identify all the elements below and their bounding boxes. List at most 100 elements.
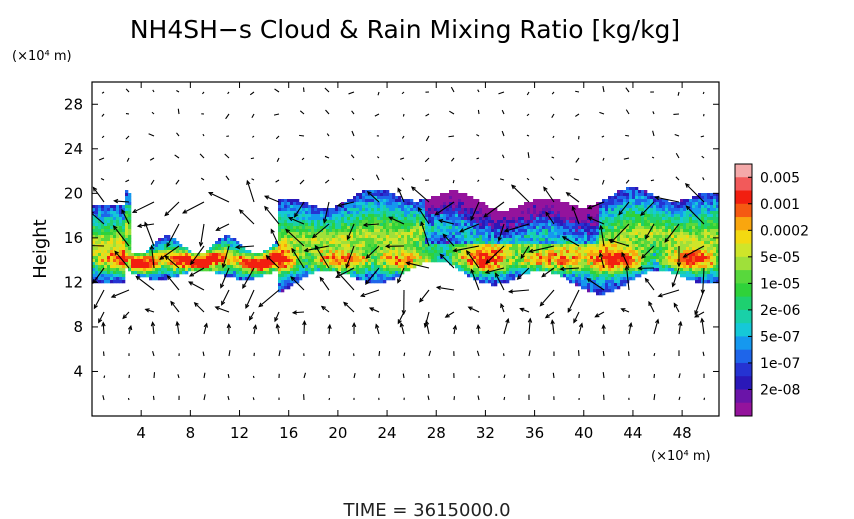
field-cell (413, 229, 417, 233)
field-cell (695, 232, 699, 236)
field-cell (638, 244, 642, 248)
field-cell (401, 259, 405, 263)
field-cell (632, 223, 636, 227)
field-cell (557, 232, 561, 236)
field-cell (443, 199, 447, 203)
field-cell (629, 259, 633, 263)
field-cell (647, 229, 651, 233)
field-cell (386, 256, 390, 260)
field-cell (431, 253, 435, 257)
field-cell (599, 220, 603, 224)
field-cell (401, 268, 405, 272)
field-cell (656, 268, 660, 272)
field-cell (485, 274, 489, 278)
field-cell (512, 235, 516, 239)
field-cell (461, 256, 465, 260)
wind-arrow (411, 186, 430, 203)
field-cell (521, 220, 525, 224)
field-cell (701, 217, 705, 221)
field-cell (356, 199, 360, 203)
field-cell (599, 250, 603, 254)
field-cell (677, 211, 681, 215)
field-cell (98, 271, 102, 275)
field-cell (401, 217, 405, 221)
field-cell (386, 253, 390, 257)
field-cell (641, 205, 645, 209)
field-cell (404, 262, 408, 266)
field-cell (647, 259, 651, 263)
field-cell (386, 223, 390, 227)
field-cell (341, 214, 345, 218)
field-cell (545, 259, 549, 263)
field-cell (374, 238, 378, 242)
field-cell (467, 256, 471, 260)
field-cell (368, 217, 372, 221)
field-cell (569, 229, 573, 233)
field-cell (128, 229, 132, 233)
field-cell (659, 202, 663, 206)
field-cell (440, 238, 444, 242)
field-cell (164, 277, 168, 281)
field-cell (557, 226, 561, 230)
field-cell (686, 250, 690, 254)
field-cell (479, 268, 483, 272)
field-cell (383, 268, 387, 272)
field-cell (584, 280, 588, 284)
field-cell (458, 223, 462, 227)
field-cell (272, 265, 276, 269)
field-cell (386, 277, 390, 281)
field-cell (353, 220, 357, 224)
field-cell (692, 229, 696, 233)
field-cell (212, 247, 216, 251)
field-cell (533, 226, 537, 230)
field-cell (374, 190, 378, 194)
field-cell (467, 253, 471, 257)
field-cell (554, 262, 558, 266)
field-cell (485, 226, 489, 230)
field-cell (203, 253, 207, 257)
field-cell (287, 268, 291, 272)
field-cell (329, 259, 333, 263)
field-cell (254, 271, 258, 275)
field-cell (305, 214, 309, 218)
field-cell (716, 274, 719, 278)
field-cell (236, 271, 240, 275)
field-cell (107, 265, 111, 269)
field-cell (506, 268, 510, 272)
field-cell (299, 235, 303, 239)
field-cell (155, 241, 159, 245)
field-cell (578, 250, 582, 254)
field-cell (500, 214, 504, 218)
wind-arrow (251, 178, 255, 181)
field-cell (356, 265, 360, 269)
field-cell (632, 244, 636, 248)
field-cell (287, 241, 291, 245)
field-cell (506, 256, 510, 260)
field-cell (692, 241, 696, 245)
field-cell (95, 211, 99, 215)
field-cell (188, 262, 192, 266)
field-cell (368, 193, 372, 197)
field-cell (227, 238, 231, 242)
field-cell (401, 202, 405, 206)
wind-arrow-head (149, 244, 155, 250)
field-cell (293, 229, 297, 233)
field-cell (524, 220, 528, 224)
field-cell (701, 259, 705, 263)
field-cell (410, 247, 414, 251)
field-cell (422, 220, 426, 224)
wind-arrow (152, 395, 155, 401)
field-cell (125, 256, 129, 260)
field-cell (302, 220, 306, 224)
field-cell (377, 250, 381, 254)
field-cell (224, 271, 228, 275)
field-cell (326, 268, 330, 272)
field-cell (380, 265, 384, 269)
field-cell (518, 223, 522, 227)
field-cell (368, 280, 372, 284)
field-cell (593, 265, 597, 269)
field-cell (668, 256, 672, 260)
field-cell (494, 271, 498, 275)
field-cell (638, 190, 642, 194)
field-cell (374, 208, 378, 212)
